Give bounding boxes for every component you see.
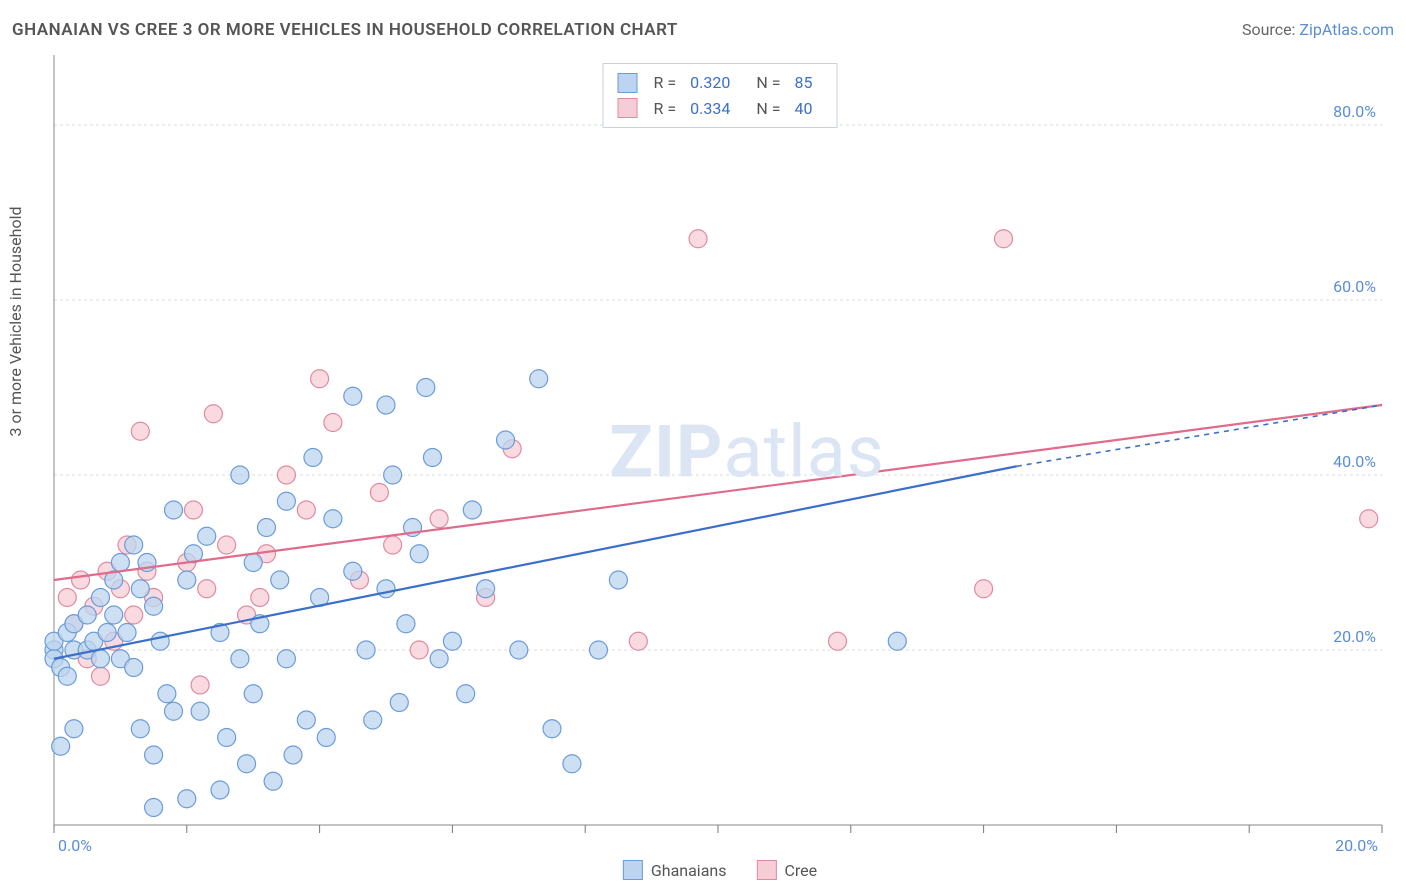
swatch-ghanaians [623, 860, 643, 880]
r-value-ghanaians: 0.320 [690, 70, 730, 96]
swatch-cree [618, 98, 638, 118]
svg-text:0.0%: 0.0% [58, 836, 92, 855]
stats-row-ghanaians: R = 0.320 N = 85 [618, 70, 823, 96]
svg-text:60.0%: 60.0% [1333, 277, 1376, 296]
svg-text:20.0%: 20.0% [1333, 627, 1376, 646]
scatter-chart: 20.0% 40.0% 60.0% 80.0% 0.0% 20.0% [42, 55, 1398, 875]
svg-text:20.0%: 20.0% [1335, 836, 1378, 855]
r-value-cree: 0.334 [690, 96, 730, 122]
legend-item-ghanaians: Ghanaians [623, 860, 727, 880]
chart-title: GHANAIAN VS CREE 3 OR MORE VEHICLES IN H… [12, 20, 678, 40]
chart-area: ZIPatlas 20.0%40.0%60.0%80.0%0.0%20.0% R… [42, 55, 1398, 882]
stats-row-cree: R = 0.334 N = 40 [618, 96, 823, 122]
source-prefix: Source: [1242, 20, 1299, 39]
n-label: N = [756, 70, 780, 96]
legend-label-cree: Cree [784, 861, 817, 880]
legend-item-cree: Cree [756, 860, 817, 880]
y-axis-label: 3 or more Vehicles in Household [6, 206, 25, 436]
r-label: R = [654, 70, 677, 96]
svg-text:80.0%: 80.0% [1333, 102, 1376, 121]
n-value-cree: 40 [794, 96, 812, 122]
svg-text:40.0%: 40.0% [1333, 452, 1376, 471]
series-legend: Ghanaians Cree [623, 860, 817, 880]
source-credit: Source: ZipAtlas.com [1242, 20, 1394, 40]
swatch-ghanaians [618, 73, 638, 93]
stats-legend: R = 0.320 N = 85 R = 0.334 N = 40 [603, 63, 838, 128]
swatch-cree [756, 860, 776, 880]
r-label: R = [654, 96, 677, 122]
n-value-ghanaians: 85 [794, 70, 812, 96]
n-label: N = [756, 96, 780, 122]
source-link[interactable]: ZipAtlas.com [1299, 20, 1394, 39]
legend-label-ghanaians: Ghanaians [651, 861, 727, 880]
